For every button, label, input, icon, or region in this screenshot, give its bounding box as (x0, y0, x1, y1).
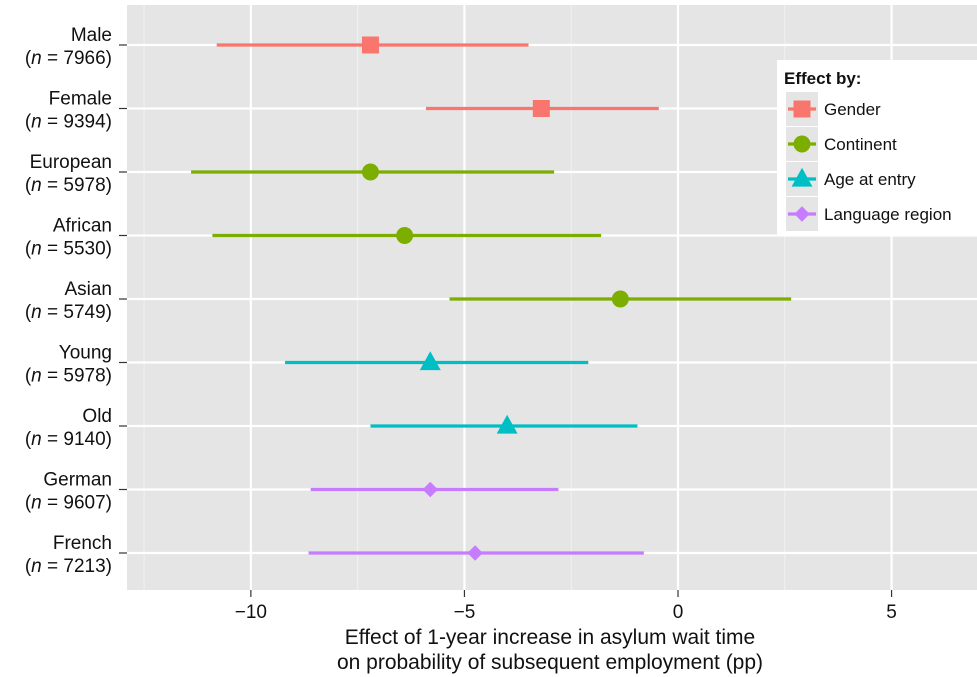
estimate-row-asian (449, 290, 792, 308)
point-estimate (361, 163, 379, 181)
row-label: French (53, 533, 112, 554)
row-sample-size: (n = 9140) (25, 429, 112, 450)
row-sample-size: (n = 9607) (25, 493, 112, 514)
estimate-row-european (191, 163, 555, 181)
row-label: Young (59, 343, 112, 364)
row-label: German (43, 470, 112, 491)
row-label: Female (49, 89, 112, 110)
x-axis-title-line-1: Effect of 1-year increase in asylum wait… (345, 626, 755, 649)
x-tick-label: 5 (886, 602, 897, 623)
row-sample-size: (n = 5530) (25, 239, 112, 260)
legend-key-symbol (793, 135, 811, 153)
x-axis-title: Effect of 1-year increase in asylum wait… (337, 626, 763, 674)
point-estimate (532, 100, 550, 117)
legend-label: Age at entry (824, 170, 916, 189)
estimate-row-young (285, 351, 589, 371)
legend-key-symbol (793, 100, 811, 118)
legend: Effect by: Gender Continent Age at entry La… (777, 60, 977, 236)
x-tick-label: −5 (454, 602, 476, 623)
estimate-series (191, 36, 792, 561)
row-labels: Male(n = 7966)Female(n = 9394)European(n… (25, 25, 127, 577)
row-label: Male (71, 25, 112, 46)
row-label: European (30, 152, 112, 173)
row-sample-size: (n = 7213) (25, 556, 112, 577)
x-tick-label: −10 (235, 602, 267, 623)
estimate-row-female (425, 100, 659, 117)
point-estimate (419, 351, 441, 371)
legend-entry-language-region: Language region (786, 197, 952, 231)
x-axis-title-line-2: on probability of subsequent employment … (337, 651, 763, 674)
row-sample-size: (n = 5978) (25, 366, 112, 387)
legend-entry-age-at-entry: Age at entry (786, 162, 916, 196)
row-sample-size: (n = 5978) (25, 175, 112, 196)
point-estimate (396, 227, 414, 244)
legend-key-symbol (791, 167, 813, 187)
row-label: African (53, 216, 112, 237)
legend-key-symbol (794, 206, 810, 222)
row-sample-size: (n = 5749) (25, 302, 112, 323)
point-estimate (361, 36, 379, 54)
estimate-row-french (308, 545, 644, 561)
legend-label: Language region (824, 205, 952, 224)
point-estimate (611, 290, 629, 308)
row-label: Old (82, 406, 112, 427)
estimate-row-african (212, 227, 602, 244)
legend-entry-gender: Gender (786, 92, 881, 126)
row-sample-size: (n = 9394) (25, 112, 112, 133)
x-tick-label: 0 (673, 602, 684, 623)
legend-label: Gender (824, 100, 881, 119)
legend-entry-continent: Continent (786, 127, 897, 161)
point-estimate (496, 414, 518, 434)
estimate-row-old (370, 414, 638, 434)
estimate-row-german (310, 481, 559, 498)
x-axis: −10 −5 0 5 (235, 590, 897, 623)
estimate-row-male (216, 36, 529, 54)
point-estimate (467, 545, 483, 561)
row-sample-size: (n = 7966) (25, 48, 112, 69)
point-estimate (422, 481, 438, 498)
legend-label: Continent (824, 135, 897, 154)
legend-title: Effect by: (784, 69, 861, 88)
row-label: Asian (64, 279, 112, 300)
